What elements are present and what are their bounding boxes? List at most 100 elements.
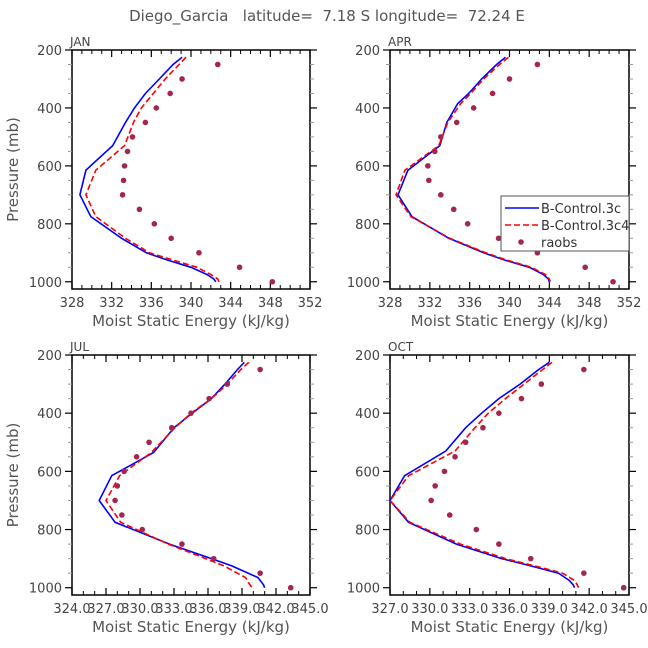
panel-oct: 327.0 330.0 333.0 336.0 339.0 342.0 345.0 200 40… xyxy=(347,340,648,636)
x-tick-label: 342.0 xyxy=(257,602,294,617)
panel-label: JAN xyxy=(69,35,91,49)
raobs-point xyxy=(426,177,432,184)
panel-label: OCT xyxy=(388,340,414,354)
x-tick-label: 339.0 xyxy=(531,602,568,617)
y-tick-label: 400 xyxy=(37,102,62,117)
raobs-point xyxy=(452,454,458,460)
legend-entry-label: B-Control.3c xyxy=(541,202,621,217)
y-tick-label: 200 xyxy=(355,349,380,364)
raobs-point xyxy=(168,235,174,242)
raobs-point xyxy=(124,148,131,155)
raobs-point xyxy=(257,570,263,576)
raobs-point xyxy=(538,381,545,387)
x-tick-label: 333.0 xyxy=(451,602,488,617)
y-tick-label: 200 xyxy=(355,44,380,59)
raobs-point xyxy=(480,424,486,431)
y-tick-label: 1000 xyxy=(29,582,62,597)
y-axis-label: Pressure (mb) xyxy=(4,117,22,222)
raobs-point xyxy=(582,264,588,271)
y-tick-label: 400 xyxy=(355,102,380,117)
panel-jan: 328 332 336 340 344 348 352 200 400 600 800 1000 JAN… xyxy=(4,35,322,330)
raobs-point xyxy=(129,134,136,140)
raobs-point xyxy=(133,454,140,460)
raobs-point xyxy=(450,206,457,213)
plot-frame xyxy=(71,49,311,290)
raobs-point xyxy=(428,497,434,504)
raobs-point xyxy=(142,119,149,126)
panel-label: APR xyxy=(388,35,412,49)
raobs-point xyxy=(534,61,541,68)
raobs-point xyxy=(518,395,525,402)
x-tick-label: 340 xyxy=(497,296,522,311)
raobs-point xyxy=(446,512,453,518)
raobs-point xyxy=(269,278,276,285)
raobs-point xyxy=(146,439,152,446)
x-tick-label: 348 xyxy=(577,296,602,311)
series-line-b-control-3c4 xyxy=(395,56,552,283)
raobs-point xyxy=(114,483,121,489)
x-tick-label: 333.0 xyxy=(155,602,192,617)
y-tick-label: 600 xyxy=(37,160,62,175)
raobs-point xyxy=(188,410,194,416)
panel-label: JUL xyxy=(69,340,89,354)
legend: B-Control.3c B-Control.3c4 raobs xyxy=(500,195,630,252)
x-tick-label: 327.0 xyxy=(87,602,124,617)
raobs-point xyxy=(136,206,143,213)
raobs-point xyxy=(167,90,173,97)
raobs-point xyxy=(179,541,185,547)
x-tick-label: 332 xyxy=(417,296,442,311)
raobs-point xyxy=(151,221,158,227)
raobs-point xyxy=(432,148,438,155)
series-line-b-control-3c xyxy=(98,361,266,589)
raobs-point xyxy=(437,192,444,198)
raobs-point xyxy=(506,76,513,82)
raobs-point xyxy=(168,424,175,431)
raobs-point xyxy=(581,570,587,576)
raobs-point xyxy=(489,90,496,97)
y-tick-label: 200 xyxy=(37,349,62,364)
raobs-point xyxy=(121,163,128,169)
raobs-point xyxy=(425,163,431,169)
x-tick-label: 332 xyxy=(99,296,124,311)
raobs-point xyxy=(464,221,471,227)
x-tick-label: 324.0 xyxy=(53,602,90,617)
x-tick-label: 345.0 xyxy=(610,602,647,617)
raobs-point xyxy=(179,76,185,82)
legend-entry-label: B-Control.3c4 xyxy=(541,219,629,234)
panel-apr: 328 332 336 340 344 348 352 200 400 600 800 1000 APR… xyxy=(347,35,642,330)
raobs-point xyxy=(121,468,127,475)
y-tick-label: 800 xyxy=(37,524,62,539)
raobs-point xyxy=(496,541,502,547)
raobs-point xyxy=(496,410,502,416)
panel-jul: 324.0327.0330.0333.0336.0339.0342.0345.0… xyxy=(4,340,329,636)
y-axis-label: Pressure (mb) xyxy=(4,423,22,528)
x-tick-label: 336.0 xyxy=(491,602,528,617)
raobs-point xyxy=(437,134,444,140)
x-tick-label: 330.0 xyxy=(411,602,448,617)
series-line-b-control-3c4 xyxy=(85,56,220,283)
x-axis-label: Moist Static Energy (kJ/kg) xyxy=(411,312,609,330)
raobs-point xyxy=(462,439,469,446)
raobs-point xyxy=(119,192,126,198)
x-tick-label: 336 xyxy=(457,296,482,311)
x-tick-label: 336.0 xyxy=(189,602,226,617)
series-line-b-control-3c4 xyxy=(105,361,253,589)
figure-title: Diego_Garcia latitude= 7.18 S longitude=… xyxy=(129,7,525,26)
y-tick-label: 1000 xyxy=(347,582,380,597)
raobs-point xyxy=(287,584,294,591)
y-tick-label: 1000 xyxy=(347,276,380,291)
raobs-point xyxy=(214,61,221,68)
raobs-point xyxy=(470,105,477,111)
x-axis-label: Moist Static Energy (kJ/kg) xyxy=(411,618,609,636)
raobs-point xyxy=(210,555,217,562)
y-tick-label: 200 xyxy=(37,44,62,59)
raobs-point xyxy=(112,497,118,504)
raobs-point xyxy=(119,512,125,518)
raobs-point xyxy=(495,235,502,242)
y-tick-label: 400 xyxy=(37,407,62,422)
x-tick-label: 340 xyxy=(179,296,204,311)
x-tick-label: 328 xyxy=(378,296,403,311)
x-tick-label: 352 xyxy=(617,296,642,311)
x-tick-label: 328 xyxy=(60,296,85,311)
legend-entry-label: raobs xyxy=(541,236,578,251)
